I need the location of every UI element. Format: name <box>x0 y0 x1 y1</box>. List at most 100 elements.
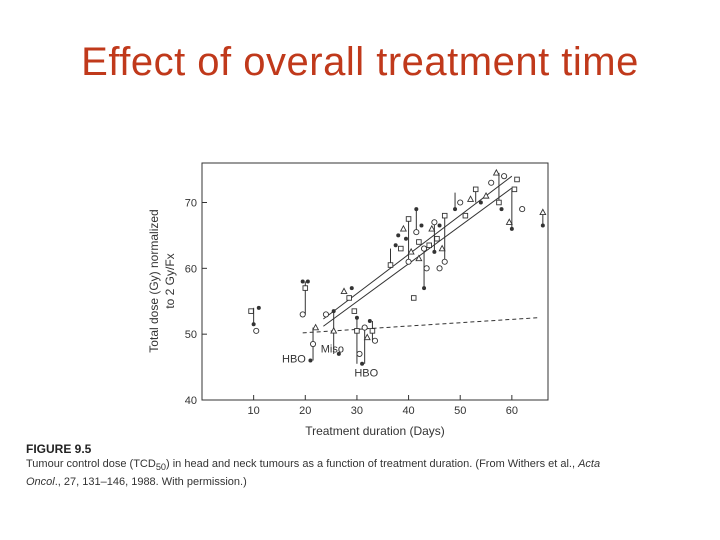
plot-frame <box>201 162 549 401</box>
data-point-open-circle <box>441 258 448 265</box>
data-point-open-triangle <box>505 218 513 225</box>
caption-line-2: Oncol., 27, 131–146, 1988. With permissi… <box>26 475 696 490</box>
data-point-filled <box>349 286 354 291</box>
caption-heading: FIGURE 9.5 <box>26 442 92 456</box>
data-point-filled <box>403 236 408 241</box>
caption-text: Tumour control dose (TCD <box>26 458 156 470</box>
data-point-open-circle <box>309 340 317 348</box>
data-point-open-circle <box>371 337 379 344</box>
caption-subscript: 50 <box>155 462 166 473</box>
y-tick-label: 50 <box>185 329 197 341</box>
data-point-open-circle <box>457 199 464 206</box>
data-point-open-square <box>416 239 422 245</box>
x-tick-label: 50 <box>454 405 466 417</box>
data-point-open-square <box>514 176 520 183</box>
data-point-filled <box>419 223 424 228</box>
data-point-filled <box>540 223 545 228</box>
regression-line <box>323 175 513 320</box>
data-point-filled <box>478 200 483 205</box>
annotations: HBO Miso HBO <box>282 344 379 380</box>
data-point-open-circle <box>436 265 443 272</box>
data-point-open-triangle <box>312 323 320 331</box>
y-axis-label-line2: to 2 Gy/Fx <box>163 253 177 308</box>
data-point-filled <box>414 207 419 212</box>
data-point-open-square <box>369 328 376 334</box>
data-point-open-square <box>410 295 417 301</box>
data-point-filled <box>305 279 310 284</box>
regression-lines <box>302 175 538 334</box>
data-point-filled <box>393 243 398 248</box>
data-point-filled <box>251 322 256 327</box>
x-tick-label: 40 <box>402 405 414 417</box>
data-point-open-square <box>511 186 518 193</box>
data-point-open-circle <box>413 229 420 236</box>
data-point-open-square <box>398 245 404 252</box>
data-point-open-square <box>302 285 309 291</box>
data-point-open-circle <box>405 258 412 265</box>
caption-text: ) in head and neck tumours as a function… <box>166 458 579 470</box>
data-point-filled <box>499 207 504 212</box>
data-point-open-circle <box>423 265 430 272</box>
data-point-open-circle <box>421 245 428 252</box>
data-point-filled <box>432 249 437 254</box>
x-tick-label: 60 <box>506 405 518 417</box>
data-point-filled <box>367 319 372 323</box>
annotation-label: HBO <box>354 367 378 379</box>
data-point-open-circle <box>519 206 526 213</box>
data-point-open-circle <box>431 219 438 226</box>
data-point-filled <box>308 358 313 363</box>
caption-journal: Oncol <box>26 476 55 489</box>
data-point-open-triangle <box>482 191 490 199</box>
data-point-filled <box>422 286 427 291</box>
data-point-filled <box>300 279 305 284</box>
data-point-open-circle <box>253 327 260 334</box>
data-point-open-triangle <box>466 195 475 202</box>
annotation-label: Miso <box>321 344 344 356</box>
data-point-filled <box>256 305 261 310</box>
data-point-open-triangle <box>428 224 436 232</box>
data-point-filled <box>396 233 401 238</box>
data-point-open-triangle <box>363 333 371 341</box>
data-point-filled <box>336 351 341 356</box>
y-tick-label: 40 <box>185 395 197 407</box>
annotation-label: HBO <box>282 354 306 366</box>
y-tick-label: 70 <box>185 198 197 210</box>
x-axis-label: Treatment duration (Days) <box>305 424 445 438</box>
data-point-open-square <box>405 216 412 222</box>
data-point-open-triangle <box>399 224 407 232</box>
data-point-open-square <box>496 199 502 206</box>
data-point-filled <box>354 315 359 320</box>
data-point-open-triangle <box>330 326 338 334</box>
data-point-open-square <box>354 328 360 334</box>
figure-caption: FIGURE 9.5 Tumour control dose (TCD50) i… <box>26 442 696 490</box>
tcd-vs-duration-chart: 10 20 30 40 50 60 40 50 60 70 HBO Miso HBO Treatme… <box>147 162 549 438</box>
data-point-filled <box>331 309 336 314</box>
caption-journal: Acta <box>578 458 601 470</box>
data-point-open-circle <box>356 350 363 357</box>
data-point-open-square <box>426 242 432 249</box>
data-point-open-circle <box>488 179 495 186</box>
data-point-filled <box>453 207 458 212</box>
figure-panel: 10 20 30 40 50 60 40 50 60 70 HBO Miso HBO Treatme… <box>18 155 702 500</box>
data-point-open-square <box>248 308 254 314</box>
data-point-filled <box>360 361 365 366</box>
data-point-open-square <box>387 262 394 268</box>
data-point-filled <box>509 226 514 231</box>
data-point-open-triangle <box>492 168 500 176</box>
x-tick-label: 30 <box>351 405 363 417</box>
data-point-open-square <box>351 308 358 314</box>
y-tick-label: 60 <box>185 263 197 275</box>
x-tick-label: 20 <box>299 405 311 417</box>
data-point-open-square <box>346 295 352 301</box>
data-point-open-circle <box>322 311 329 318</box>
data-point-open-circle <box>361 324 368 331</box>
data-point-open-square <box>462 212 469 219</box>
data-point-open-circle <box>299 311 306 318</box>
caption-line-1: Tumour control dose (TCD50) in head and … <box>26 457 696 475</box>
data-point-open-circle <box>501 173 508 180</box>
data-points <box>248 168 547 366</box>
data-point-open-square <box>441 212 448 219</box>
data-point-filled <box>437 223 442 228</box>
dashed-trend-line <box>302 317 538 334</box>
x-axis-ticks: 10 20 30 40 50 60 <box>248 395 518 417</box>
